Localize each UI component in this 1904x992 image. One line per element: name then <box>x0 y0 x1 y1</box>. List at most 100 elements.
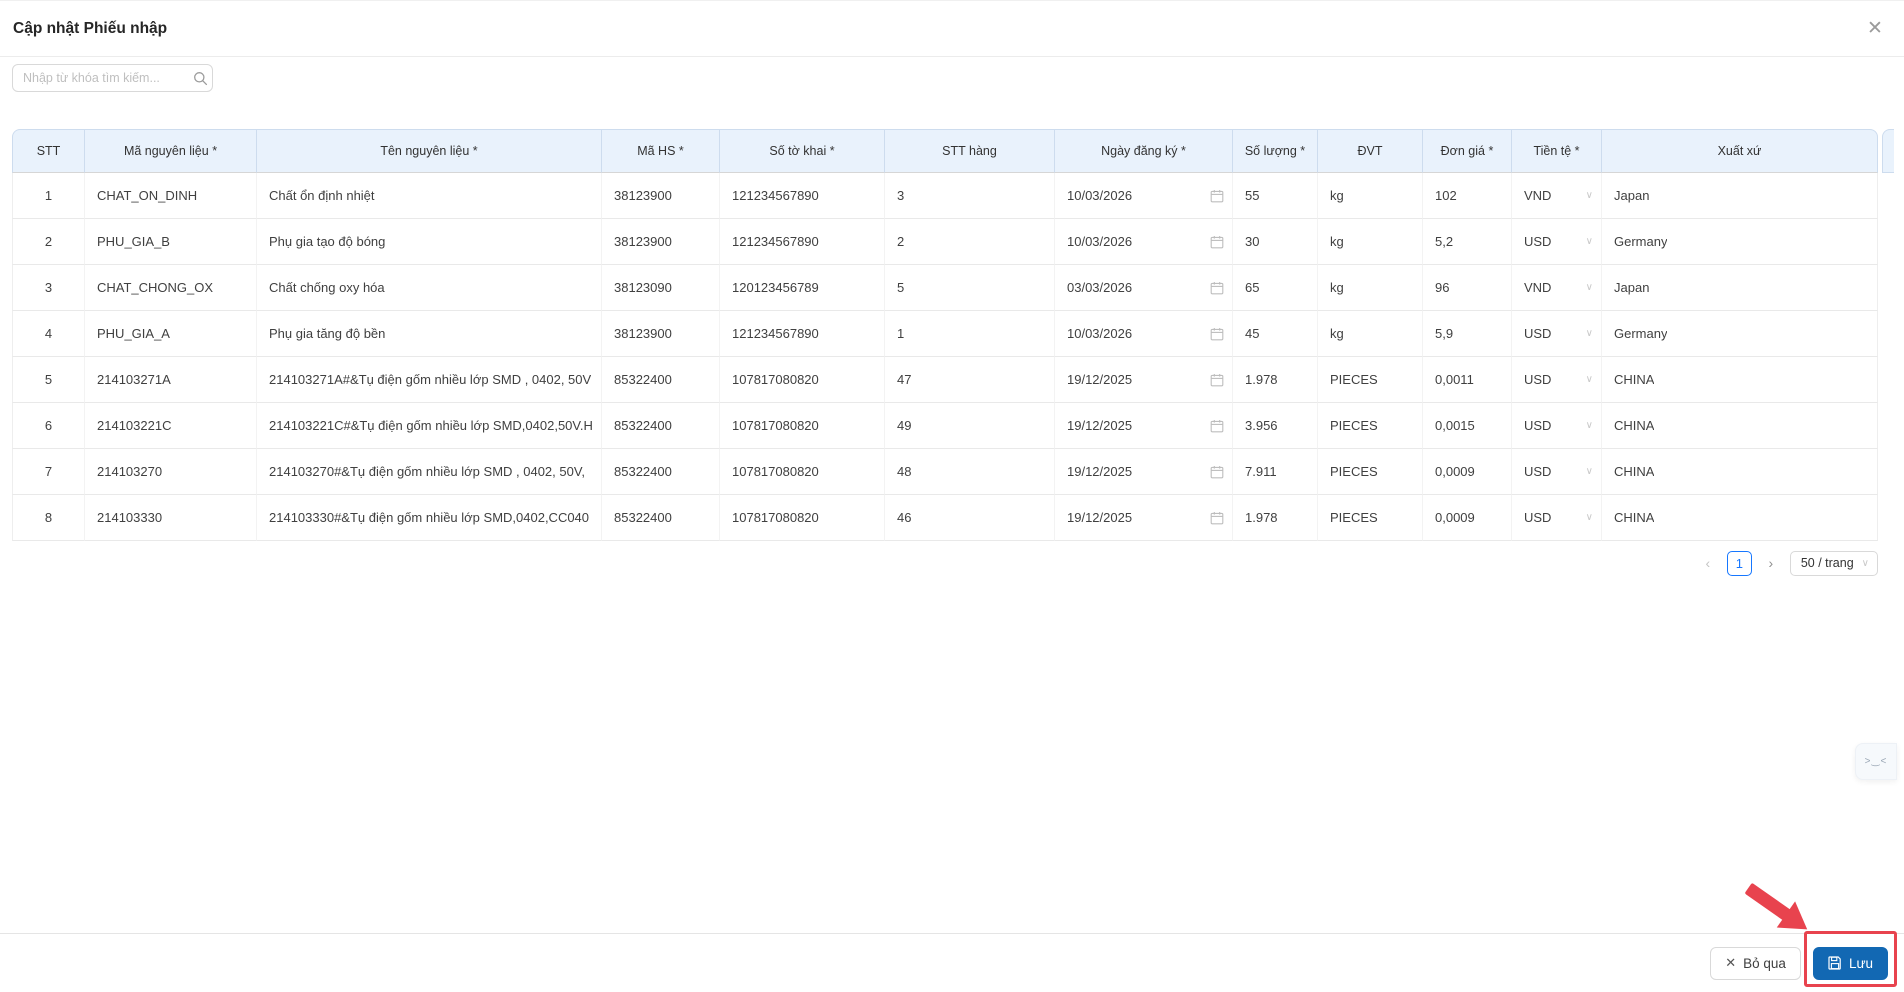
calendar-icon[interactable] <box>1210 419 1224 433</box>
cell-xuat_xu[interactable]: CHINA <box>1602 495 1878 541</box>
cell-ngay_dk[interactable]: 10/03/2026 <box>1055 173 1233 219</box>
chevron-down-icon[interactable]: ∨ <box>1585 328 1593 339</box>
cancel-button[interactable]: ✕ Bỏ qua <box>1710 946 1801 980</box>
cell-don_gia[interactable]: 5,9 <box>1423 311 1512 357</box>
assistant-widget[interactable]: >‿< <box>1855 743 1897 780</box>
cell-dvt[interactable]: kg <box>1318 173 1423 219</box>
cell-ngay_dk[interactable]: 19/12/2025 <box>1055 495 1233 541</box>
cell-don_gia[interactable]: 0,0015 <box>1423 403 1512 449</box>
page-size-select[interactable]: 50 / trang ∨ <box>1789 550 1878 576</box>
cell-dvt[interactable]: PIECES <box>1318 495 1423 541</box>
cell-ngay_dk[interactable]: 10/03/2026 <box>1055 311 1233 357</box>
chevron-down-icon[interactable]: ∨ <box>1585 282 1593 293</box>
cell-ma_hs[interactable]: 38123900 <box>602 311 720 357</box>
cell-ma_nl[interactable]: CHAT_ON_DINH <box>85 173 257 219</box>
cell-xuat_xu[interactable]: CHINA <box>1602 449 1878 495</box>
cell-so_luong[interactable]: 55 <box>1233 173 1318 219</box>
cell-so_to_khai[interactable]: 107817080820 <box>720 449 885 495</box>
cell-stt_hang[interactable]: 5 <box>885 265 1055 311</box>
cell-ten_nl[interactable]: Phụ gia tăng độ bền <box>257 311 602 357</box>
cell-ma_nl[interactable]: PHU_GIA_A <box>85 311 257 357</box>
cell-so_to_khai[interactable]: 121234567890 <box>720 219 885 265</box>
cell-tien_te[interactable]: USD ∨ <box>1512 403 1602 449</box>
cell-don_gia[interactable]: 102 <box>1423 173 1512 219</box>
chevron-down-icon[interactable]: ∨ <box>1585 236 1593 247</box>
close-icon[interactable]: ✕ <box>1867 18 1883 39</box>
pagination-next-icon[interactable]: › <box>1768 555 1774 571</box>
cell-ngay_dk[interactable]: 03/03/2026 <box>1055 265 1233 311</box>
cell-ma_nl[interactable]: 214103271A <box>85 357 257 403</box>
cell-stt_hang[interactable]: 49 <box>885 403 1055 449</box>
cell-xuat_xu[interactable]: CHINA <box>1602 403 1878 449</box>
cell-ma_nl[interactable]: CHAT_CHONG_OX <box>85 265 257 311</box>
cell-xuat_xu[interactable]: CHINA <box>1602 357 1878 403</box>
cell-don_gia[interactable]: 0,0009 <box>1423 495 1512 541</box>
calendar-icon[interactable] <box>1210 465 1224 479</box>
cell-ngay_dk[interactable]: 19/12/2025 <box>1055 357 1233 403</box>
cell-xuat_xu[interactable]: Japan <box>1602 173 1878 219</box>
cell-stt_hang[interactable]: 2 <box>885 219 1055 265</box>
chevron-down-icon[interactable]: ∨ <box>1585 420 1593 431</box>
cell-ma_hs[interactable]: 38123090 <box>602 265 720 311</box>
cell-dvt[interactable]: kg <box>1318 265 1423 311</box>
cell-tien_te[interactable]: VND ∨ <box>1512 173 1602 219</box>
cell-ten_nl[interactable]: 214103270#&Tụ điện gốm nhiều lớp SMD , 0… <box>257 449 602 495</box>
cell-so_to_khai[interactable]: 107817080820 <box>720 495 885 541</box>
cell-ngay_dk[interactable]: 10/03/2026 <box>1055 219 1233 265</box>
cell-dvt[interactable]: kg <box>1318 311 1423 357</box>
cell-so_luong[interactable]: 45 <box>1233 311 1318 357</box>
calendar-icon[interactable] <box>1210 189 1224 203</box>
cell-xuat_xu[interactable]: Germany <box>1602 219 1878 265</box>
cell-ma_nl[interactable]: 214103270 <box>85 449 257 495</box>
pagination-prev-icon[interactable]: ‹ <box>1705 555 1711 571</box>
cell-so_luong[interactable]: 7.911 <box>1233 449 1318 495</box>
cell-ma_hs[interactable]: 85322400 <box>602 495 720 541</box>
cell-don_gia[interactable]: 0,0009 <box>1423 449 1512 495</box>
cell-so_to_khai[interactable]: 120123456789 <box>720 265 885 311</box>
cell-tien_te[interactable]: USD ∨ <box>1512 449 1602 495</box>
chevron-down-icon[interactable]: ∨ <box>1585 190 1593 201</box>
calendar-icon[interactable] <box>1210 327 1224 341</box>
cell-ma_nl[interactable]: PHU_GIA_B <box>85 219 257 265</box>
cell-dvt[interactable]: PIECES <box>1318 357 1423 403</box>
cell-ma_nl[interactable]: 214103330 <box>85 495 257 541</box>
cell-tien_te[interactable]: VND ∨ <box>1512 265 1602 311</box>
cell-ma_hs[interactable]: 38123900 <box>602 219 720 265</box>
cell-ngay_dk[interactable]: 19/12/2025 <box>1055 449 1233 495</box>
cell-tien_te[interactable]: USD ∨ <box>1512 219 1602 265</box>
cell-ma_hs[interactable]: 38123900 <box>602 173 720 219</box>
cell-tien_te[interactable]: USD ∨ <box>1512 311 1602 357</box>
cell-ten_nl[interactable]: Chất ổn định nhiệt <box>257 173 602 219</box>
cell-stt_hang[interactable]: 48 <box>885 449 1055 495</box>
cell-stt_hang[interactable]: 1 <box>885 311 1055 357</box>
cell-stt_hang[interactable]: 3 <box>885 173 1055 219</box>
search-icon[interactable] <box>188 65 212 91</box>
cell-don_gia[interactable]: 0,0011 <box>1423 357 1512 403</box>
save-button[interactable]: Lưu <box>1812 946 1888 980</box>
chevron-down-icon[interactable]: ∨ <box>1585 466 1593 477</box>
cell-dvt[interactable]: PIECES <box>1318 449 1423 495</box>
cell-ten_nl[interactable]: 214103330#&Tụ điện gốm nhiều lớp SMD,040… <box>257 495 602 541</box>
calendar-icon[interactable] <box>1210 373 1224 387</box>
calendar-icon[interactable] <box>1210 235 1224 249</box>
cell-ten_nl[interactable]: Phụ gia tạo độ bóng <box>257 219 602 265</box>
cell-tien_te[interactable]: USD ∨ <box>1512 357 1602 403</box>
cell-so_to_khai[interactable]: 107817080820 <box>720 403 885 449</box>
cell-tien_te[interactable]: USD ∨ <box>1512 495 1602 541</box>
cell-so_to_khai[interactable]: 121234567890 <box>720 311 885 357</box>
cell-ten_nl[interactable]: Chất chống oxy hóa <box>257 265 602 311</box>
chevron-down-icon[interactable]: ∨ <box>1585 512 1593 523</box>
cell-so_to_khai[interactable]: 121234567890 <box>720 173 885 219</box>
cell-so_luong[interactable]: 30 <box>1233 219 1318 265</box>
pagination-page-1[interactable]: 1 <box>1726 550 1752 576</box>
search-input[interactable] <box>13 71 188 85</box>
calendar-icon[interactable] <box>1210 511 1224 525</box>
cell-so_luong[interactable]: 1.978 <box>1233 357 1318 403</box>
cell-so_luong[interactable]: 3.956 <box>1233 403 1318 449</box>
cell-ma_hs[interactable]: 85322400 <box>602 357 720 403</box>
cell-stt_hang[interactable]: 47 <box>885 357 1055 403</box>
cell-ma_hs[interactable]: 85322400 <box>602 449 720 495</box>
cell-xuat_xu[interactable]: Japan <box>1602 265 1878 311</box>
cell-so_luong[interactable]: 65 <box>1233 265 1318 311</box>
cell-don_gia[interactable]: 96 <box>1423 265 1512 311</box>
